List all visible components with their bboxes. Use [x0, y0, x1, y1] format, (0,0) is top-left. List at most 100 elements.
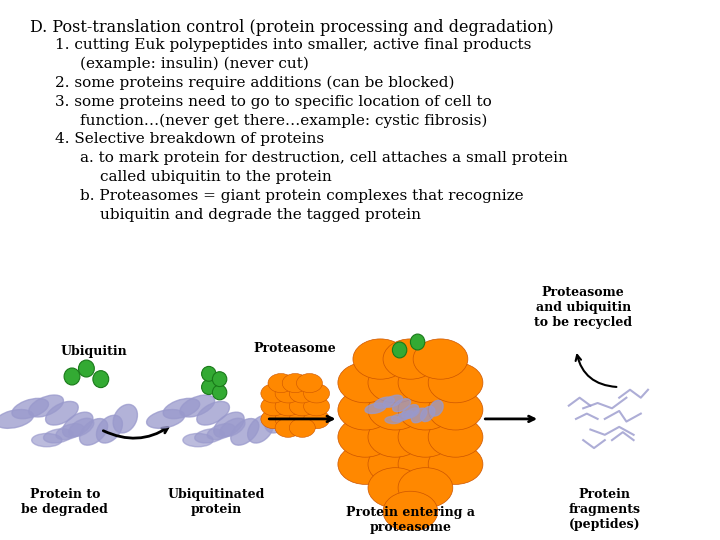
Ellipse shape: [411, 408, 427, 423]
Circle shape: [368, 362, 423, 403]
Text: Protein to
be degraded: Protein to be degraded: [22, 488, 108, 516]
Ellipse shape: [64, 368, 80, 385]
Circle shape: [282, 374, 308, 393]
Text: D. Post-translation control (protein processing and degradation): D. Post-translation control (protein pro…: [30, 18, 554, 36]
Ellipse shape: [248, 415, 274, 443]
Text: Protein
fragments
(peptides): Protein fragments (peptides): [569, 488, 641, 531]
Circle shape: [398, 468, 453, 508]
Ellipse shape: [214, 412, 244, 437]
Ellipse shape: [183, 434, 213, 447]
Circle shape: [368, 444, 423, 484]
Ellipse shape: [180, 395, 215, 417]
Circle shape: [297, 374, 323, 393]
Circle shape: [289, 397, 315, 416]
Circle shape: [289, 384, 315, 403]
Ellipse shape: [420, 406, 435, 422]
Text: Proteasome: Proteasome: [254, 342, 336, 355]
Text: ubiquitin and degrade the tagged protein: ubiquitin and degrade the tagged protein: [100, 207, 421, 221]
Circle shape: [338, 444, 392, 484]
Ellipse shape: [96, 415, 122, 443]
Ellipse shape: [32, 434, 62, 447]
Ellipse shape: [43, 429, 73, 443]
Ellipse shape: [410, 334, 425, 350]
Circle shape: [398, 362, 453, 403]
Circle shape: [413, 339, 468, 379]
Ellipse shape: [402, 404, 419, 418]
Circle shape: [368, 390, 423, 430]
Text: 1. cutting Euk polypeptides into smaller, active final products: 1. cutting Euk polypeptides into smaller…: [55, 38, 531, 52]
Circle shape: [338, 417, 392, 457]
Circle shape: [275, 384, 301, 403]
Text: function…(never get there…example: cystic fibrosis): function…(never get there…example: cysti…: [80, 113, 487, 128]
Circle shape: [338, 362, 392, 403]
Circle shape: [268, 374, 294, 393]
Text: 4. Selective breakdown of proteins: 4. Selective breakdown of proteins: [55, 132, 324, 146]
Text: Protein entering a
proteasome: Protein entering a proteasome: [346, 507, 475, 535]
Circle shape: [275, 397, 301, 416]
Text: Proteasome
and ubiquitin
to be recycled: Proteasome and ubiquitin to be recycled: [534, 286, 632, 329]
Circle shape: [275, 410, 301, 429]
Ellipse shape: [392, 414, 408, 422]
Ellipse shape: [264, 404, 289, 433]
Circle shape: [304, 397, 330, 416]
Ellipse shape: [29, 395, 63, 417]
Circle shape: [383, 339, 438, 379]
Circle shape: [289, 418, 315, 437]
Ellipse shape: [113, 404, 138, 433]
Circle shape: [289, 410, 315, 429]
Circle shape: [261, 384, 287, 403]
Ellipse shape: [202, 367, 216, 381]
Ellipse shape: [163, 399, 199, 418]
Ellipse shape: [12, 399, 48, 418]
Circle shape: [304, 384, 330, 403]
Text: 2. some proteins require additions (can be blocked): 2. some proteins require additions (can …: [55, 76, 454, 90]
Ellipse shape: [220, 418, 245, 436]
Circle shape: [398, 417, 453, 457]
Ellipse shape: [398, 411, 413, 420]
Ellipse shape: [0, 409, 33, 428]
Ellipse shape: [78, 360, 94, 377]
Ellipse shape: [212, 372, 227, 387]
Circle shape: [304, 410, 330, 429]
Ellipse shape: [45, 401, 78, 425]
Ellipse shape: [63, 412, 93, 437]
Circle shape: [398, 444, 453, 484]
Text: b. Proteasomes = giant protein complexes that recognize: b. Proteasomes = giant protein complexes…: [80, 189, 523, 203]
Text: 3. some proteins need to go to specific location of cell to: 3. some proteins need to go to specific …: [55, 94, 492, 109]
Circle shape: [428, 417, 483, 457]
Ellipse shape: [392, 342, 407, 358]
Text: (example: insulin) (never cut): (example: insulin) (never cut): [80, 57, 309, 71]
Text: Ubiquitin: Ubiquitin: [60, 345, 127, 358]
Text: a. to mark protein for destruction, cell attaches a small protein: a. to mark protein for destruction, cell…: [80, 151, 568, 165]
Ellipse shape: [385, 416, 402, 423]
Circle shape: [368, 417, 423, 457]
Ellipse shape: [194, 429, 225, 443]
Circle shape: [428, 444, 483, 484]
Ellipse shape: [56, 424, 84, 440]
Ellipse shape: [202, 380, 216, 395]
Circle shape: [428, 390, 483, 430]
Circle shape: [428, 362, 483, 403]
Ellipse shape: [365, 403, 386, 414]
Ellipse shape: [374, 397, 395, 408]
Ellipse shape: [69, 418, 94, 436]
Ellipse shape: [405, 408, 419, 418]
Circle shape: [398, 390, 453, 430]
Ellipse shape: [212, 385, 227, 400]
Ellipse shape: [93, 370, 109, 388]
Ellipse shape: [207, 424, 235, 440]
Circle shape: [261, 397, 287, 416]
Text: called ubiquitin to the protein: called ubiquitin to the protein: [100, 170, 332, 184]
Ellipse shape: [230, 418, 259, 445]
Text: Ubiquitinated
protein: Ubiquitinated protein: [167, 488, 265, 516]
Circle shape: [383, 491, 438, 531]
Circle shape: [368, 468, 423, 508]
Ellipse shape: [430, 400, 443, 416]
Ellipse shape: [79, 418, 108, 445]
Ellipse shape: [147, 409, 184, 428]
Circle shape: [261, 410, 287, 429]
Ellipse shape: [197, 401, 230, 425]
Circle shape: [353, 339, 408, 379]
Circle shape: [275, 418, 301, 437]
Ellipse shape: [383, 395, 402, 407]
